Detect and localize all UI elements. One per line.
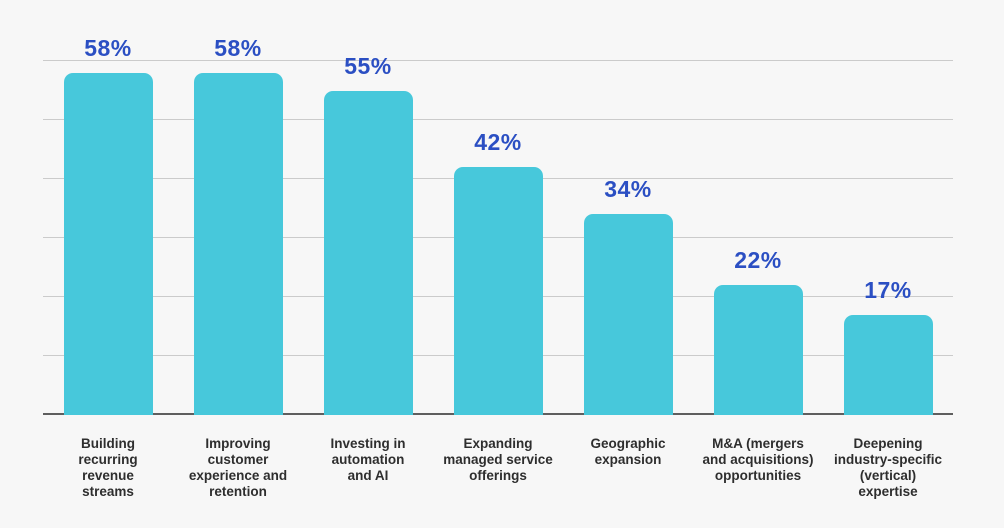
gridline-50 <box>43 119 953 120</box>
category-label: Expanding managed service offerings <box>443 436 553 483</box>
category-label: Building recurring revenue streams <box>78 436 138 499</box>
bar-series: 58% 58% 55% 42% 34% 22% 17% <box>43 0 953 415</box>
bar-column: 42% <box>433 0 563 415</box>
bar <box>453 167 543 415</box>
bar-column: 55% <box>303 0 433 415</box>
category-label: Deepening industry-specific (vertical) e… <box>833 436 943 499</box>
bar <box>63 72 153 415</box>
bar-column: 17% <box>823 0 953 415</box>
bar <box>843 314 933 415</box>
category-label: Investing in automation and AI <box>330 436 406 483</box>
plot-area: 58% 58% 55% 42% 34% 22% 17% <box>43 0 953 415</box>
value-label: 42% <box>474 129 522 156</box>
value-label: 55% <box>344 52 392 79</box>
gridline-60 <box>43 60 953 61</box>
category-label: Improving customer experience and retent… <box>188 436 288 499</box>
category-label: Geographic expansion <box>590 436 666 467</box>
bar <box>193 72 283 415</box>
value-label: 22% <box>734 247 782 274</box>
bar <box>323 90 413 415</box>
category-label: M&A (mergers and acquisitions) opportuni… <box>702 436 814 483</box>
bar-column: 34% <box>563 0 693 415</box>
value-label: 58% <box>214 34 262 61</box>
value-label: 17% <box>864 276 912 303</box>
bar-column: 58% <box>43 0 173 415</box>
bar <box>583 214 673 415</box>
bar-column: 58% <box>173 0 303 415</box>
bar-column: 22% <box>693 0 823 415</box>
bar <box>713 285 803 415</box>
category-axis: Building recurring revenue streams Improv… <box>43 415 953 500</box>
value-label: 58% <box>84 34 132 61</box>
value-label: 34% <box>604 176 652 203</box>
